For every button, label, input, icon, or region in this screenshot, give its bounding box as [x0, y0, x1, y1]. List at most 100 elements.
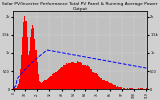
Bar: [79, 62, 80, 89]
Bar: [48, 78, 49, 89]
Bar: [87, 65, 88, 89]
Bar: [140, 88, 141, 89]
Bar: [88, 66, 89, 89]
Bar: [106, 80, 107, 89]
Bar: [21, 55, 22, 89]
Bar: [49, 77, 50, 89]
Bar: [132, 88, 133, 89]
Bar: [107, 81, 108, 89]
Bar: [92, 72, 93, 89]
Bar: [42, 82, 43, 89]
Bar: [41, 83, 42, 89]
Bar: [51, 76, 52, 89]
Bar: [129, 88, 130, 89]
Bar: [13, 88, 14, 89]
Bar: [138, 88, 139, 89]
Bar: [18, 84, 19, 89]
Bar: [146, 88, 147, 89]
Bar: [23, 22, 24, 89]
Bar: [73, 62, 74, 89]
Bar: [112, 84, 113, 89]
Bar: [16, 86, 18, 89]
Bar: [77, 61, 78, 89]
Bar: [91, 69, 92, 89]
Bar: [50, 76, 51, 89]
Bar: [44, 80, 45, 89]
Bar: [69, 63, 70, 89]
Bar: [142, 88, 144, 89]
Bar: [71, 62, 72, 89]
Bar: [109, 83, 110, 89]
Bar: [97, 74, 98, 89]
Bar: [31, 29, 32, 89]
Bar: [96, 73, 97, 89]
Bar: [111, 83, 112, 89]
Title: Solar PV/Inverter Performance Total PV Panel & Running Average Power Output: Solar PV/Inverter Performance Total PV P…: [2, 2, 158, 11]
Bar: [40, 82, 41, 89]
Bar: [15, 88, 16, 89]
Bar: [67, 64, 68, 89]
Bar: [116, 87, 117, 89]
Bar: [99, 77, 100, 89]
Bar: [78, 62, 79, 89]
Bar: [47, 80, 48, 89]
Bar: [64, 65, 65, 89]
Bar: [84, 65, 86, 89]
Bar: [90, 69, 91, 89]
Bar: [95, 73, 96, 89]
Bar: [58, 70, 59, 89]
Bar: [60, 68, 61, 89]
Bar: [22, 37, 23, 89]
Bar: [59, 69, 60, 89]
Bar: [103, 80, 104, 89]
Bar: [25, 22, 27, 89]
Bar: [24, 16, 25, 89]
Bar: [39, 81, 40, 89]
Bar: [86, 66, 87, 89]
Bar: [89, 67, 90, 89]
Bar: [28, 55, 29, 89]
Bar: [54, 73, 56, 89]
Bar: [45, 80, 47, 89]
Bar: [81, 63, 82, 89]
Bar: [98, 76, 99, 89]
Bar: [29, 51, 30, 89]
Bar: [62, 66, 63, 89]
Bar: [117, 86, 118, 89]
Bar: [119, 87, 120, 89]
Bar: [32, 25, 33, 89]
Bar: [141, 88, 142, 89]
Bar: [76, 63, 77, 89]
Bar: [34, 39, 36, 89]
Bar: [63, 65, 64, 89]
Bar: [115, 85, 116, 89]
Bar: [38, 74, 39, 89]
Bar: [36, 62, 38, 89]
Bar: [82, 65, 83, 89]
Bar: [127, 88, 128, 89]
Bar: [61, 68, 62, 89]
Bar: [121, 87, 122, 89]
Bar: [53, 73, 54, 89]
Bar: [33, 28, 34, 89]
Bar: [131, 88, 132, 89]
Bar: [93, 72, 95, 89]
Bar: [14, 87, 15, 89]
Bar: [130, 88, 131, 89]
Bar: [74, 63, 76, 89]
Bar: [43, 81, 44, 89]
Bar: [118, 87, 119, 89]
Bar: [19, 79, 20, 89]
Bar: [72, 62, 73, 89]
Bar: [30, 37, 31, 89]
Bar: [80, 62, 81, 89]
Bar: [120, 87, 121, 89]
Bar: [65, 63, 67, 89]
Bar: [101, 78, 102, 89]
Bar: [104, 80, 106, 89]
Bar: [113, 85, 115, 89]
Bar: [100, 78, 101, 89]
Bar: [56, 72, 57, 89]
Bar: [83, 65, 84, 89]
Bar: [70, 62, 71, 89]
